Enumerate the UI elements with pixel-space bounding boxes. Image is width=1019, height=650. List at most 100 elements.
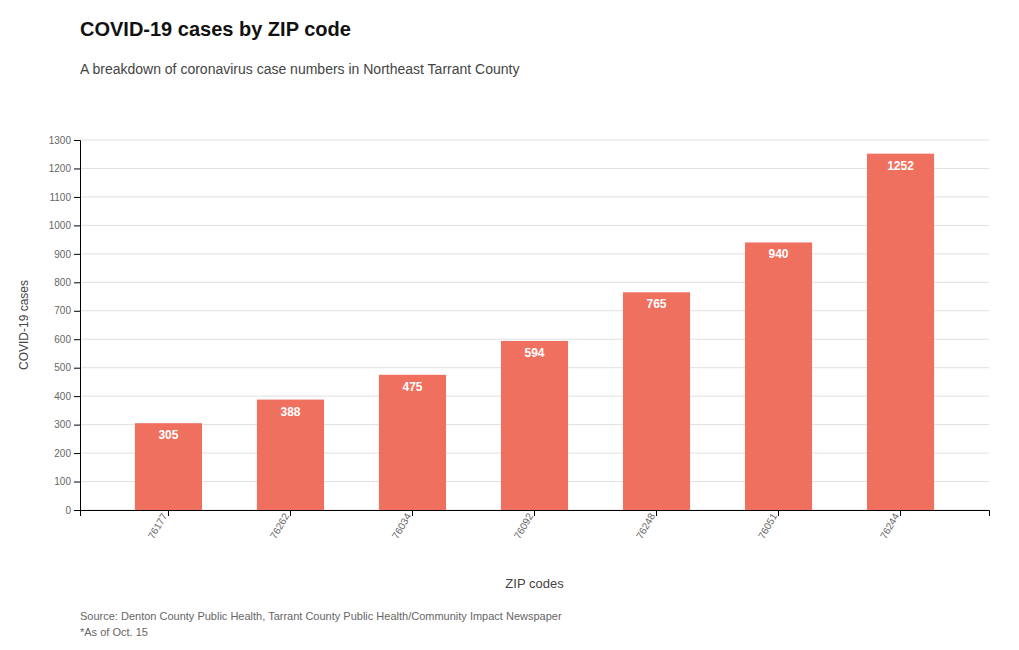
- y-tick: 200: [54, 448, 80, 459]
- y-axis-line: [74, 141, 81, 511]
- y-tick-label: 1300: [49, 135, 72, 146]
- annotation: Source: Denton County Public Health, Tar…: [80, 610, 562, 622]
- y-tick-label: 100: [54, 476, 71, 487]
- y-tick-mark: [74, 197, 80, 198]
- y-tick-label: 200: [54, 448, 71, 459]
- y-tick: 100: [54, 476, 80, 487]
- grid-line: [80, 225, 989, 226]
- x-tick: 76092: [512, 510, 536, 541]
- x-tick-mark: [900, 510, 901, 516]
- y-tick-mark: [74, 282, 80, 283]
- bar: [745, 242, 812, 510]
- y-tick: 500: [54, 362, 80, 373]
- x-tick-mark: [168, 510, 169, 516]
- y-tick: 0: [65, 505, 80, 516]
- x-tick: 76051: [756, 510, 780, 541]
- title: COVID-19 cases by ZIP code: [80, 18, 351, 40]
- y-tick: 900: [54, 249, 80, 260]
- x-tick-mark: [656, 510, 657, 516]
- x-tick: 76034: [390, 510, 414, 541]
- x-tick: 76248: [634, 510, 658, 541]
- annotation: *As of Oct. 15: [80, 626, 148, 638]
- y-tick-label: 0: [65, 505, 71, 516]
- y-tick: 1300: [49, 135, 80, 146]
- y-tick-mark: [74, 425, 80, 426]
- bar: [867, 154, 934, 510]
- bar: [135, 423, 202, 510]
- bar: [379, 375, 446, 510]
- y-tick: 300: [54, 419, 80, 430]
- y-axis: 0 100 200 300 400 500 600 700 800 900 1000 1100 1200…: [49, 135, 81, 516]
- x-tick: 76262: [268, 510, 292, 541]
- y-tick-label: 900: [54, 249, 71, 260]
- y-tick-mark: [74, 482, 80, 483]
- x-tick-label: 76051: [756, 511, 780, 541]
- y-tick-mark: [74, 140, 80, 141]
- data-label: 940: [769, 247, 789, 261]
- grid-line: [80, 196, 989, 197]
- y-tick: 700: [54, 305, 80, 316]
- x-tick-mark: [290, 510, 291, 516]
- x-tick-label: 76244: [878, 511, 902, 541]
- y-tick: 1100: [49, 192, 80, 203]
- data-label: 475: [402, 380, 422, 394]
- bar: [501, 341, 568, 510]
- y-tick-label: 1000: [49, 220, 72, 231]
- y-tick-label: 300: [54, 419, 71, 430]
- bar: [623, 292, 690, 510]
- bars: [135, 154, 934, 510]
- subtitle: A breakdown of coronavirus case numbers …: [80, 61, 519, 77]
- x-tick-label: 76092: [512, 511, 536, 541]
- y-tick-label: 600: [54, 334, 71, 345]
- y-tick-label: 1100: [49, 192, 71, 203]
- chart: COVID-19 cases by ZIP code A breakdown of…: [0, 0, 1019, 650]
- x-tick-label: 76248: [634, 511, 658, 541]
- y-tick-mark: [74, 396, 80, 397]
- y-tick-label: 800: [54, 277, 71, 288]
- y-tick-mark: [74, 225, 80, 226]
- data-label: 1252: [887, 159, 914, 173]
- grid: [80, 140, 989, 510]
- grid-line: [80, 253, 989, 254]
- x-tick-mark: [534, 510, 535, 516]
- plot: 305 388 475 594 765 940 1252 0 100 200 300 400 500 60…: [49, 135, 990, 541]
- x-tick-label: 76262: [268, 511, 292, 541]
- x-tick: 76177: [146, 510, 170, 541]
- data-label: 388: [280, 405, 300, 419]
- x-tick-label: 76177: [146, 511, 170, 541]
- y-tick-mark: [74, 339, 80, 340]
- bar: [257, 400, 324, 510]
- y-tick-label: 400: [54, 391, 71, 402]
- x-axis: 76177 76262 76034 76092 76248 76051 76244: [81, 510, 990, 541]
- y-tick-label: 700: [54, 305, 71, 316]
- data-label: 594: [524, 346, 544, 360]
- y-tick: 1200: [49, 163, 80, 174]
- grid-line: [80, 282, 989, 283]
- x-tick-mark: [778, 510, 779, 516]
- y-tick-label: 500: [54, 362, 71, 373]
- y-tick-mark: [74, 510, 80, 511]
- grid-line: [80, 168, 989, 169]
- grid-line: [80, 339, 989, 340]
- y-tick-mark: [74, 368, 80, 369]
- data-label: 765: [646, 297, 666, 311]
- y-tick: 400: [54, 391, 80, 402]
- x-tick-mark: [412, 510, 413, 516]
- data-label: 305: [158, 428, 178, 442]
- y-tick: 600: [54, 334, 80, 345]
- grid-line: [80, 310, 989, 311]
- y-tick-mark: [74, 168, 80, 169]
- y-tick: 1000: [49, 220, 80, 231]
- x-axis-line: [81, 511, 990, 517]
- x-axis-title: ZIP codes: [505, 576, 564, 591]
- y-tick-mark: [74, 311, 80, 312]
- grid-line: [80, 140, 989, 141]
- x-tick: 76244: [878, 510, 902, 541]
- y-tick-label: 1200: [49, 163, 72, 174]
- x-tick-label: 76034: [390, 511, 414, 541]
- y-tick-mark: [74, 453, 80, 454]
- y-tick: 800: [54, 277, 80, 288]
- data-labels: 305 388 475 594 765 940 1252: [158, 159, 914, 443]
- y-tick-mark: [74, 254, 80, 255]
- y-axis-title: COVID-19 cases: [17, 280, 31, 370]
